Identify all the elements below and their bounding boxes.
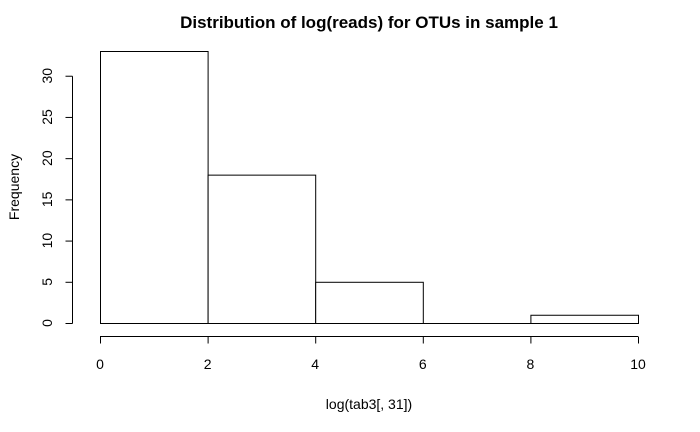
x-tick-label-0: 0 (96, 356, 104, 372)
x-tick-label-3: 6 (419, 356, 427, 372)
y-tick-label-3: 15 (39, 191, 55, 207)
bars-group (100, 51, 640, 324)
x-axis: 0 2 4 6 8 10 (96, 336, 646, 372)
y-axis: 0 5 10 15 20 25 30 (39, 68, 73, 327)
y-tick-label-5: 25 (39, 109, 55, 125)
histogram-bar-1 (207, 174, 317, 324)
y-tick-label-2: 10 (39, 233, 55, 249)
x-axis-label: log(tab3[, 31]) (326, 396, 412, 412)
y-axis-label: Frequency (6, 154, 22, 220)
y-tick-label-1: 5 (39, 278, 55, 286)
chart-title: Distribution of log(reads) for OTUs in s… (180, 13, 558, 32)
y-tick-label-4: 20 (39, 150, 55, 166)
histogram-bar-4 (530, 314, 640, 324)
x-tick-label-5: 10 (630, 356, 646, 372)
y-tick-label-0: 0 (39, 319, 55, 327)
x-tick-label-1: 2 (204, 356, 212, 372)
x-tick-label-2: 4 (311, 356, 319, 372)
y-tick-label-6: 30 (39, 68, 55, 84)
x-tick-label-4: 8 (527, 356, 535, 372)
histogram-bar-2 (315, 281, 424, 324)
histogram-bar-0 (100, 51, 209, 324)
